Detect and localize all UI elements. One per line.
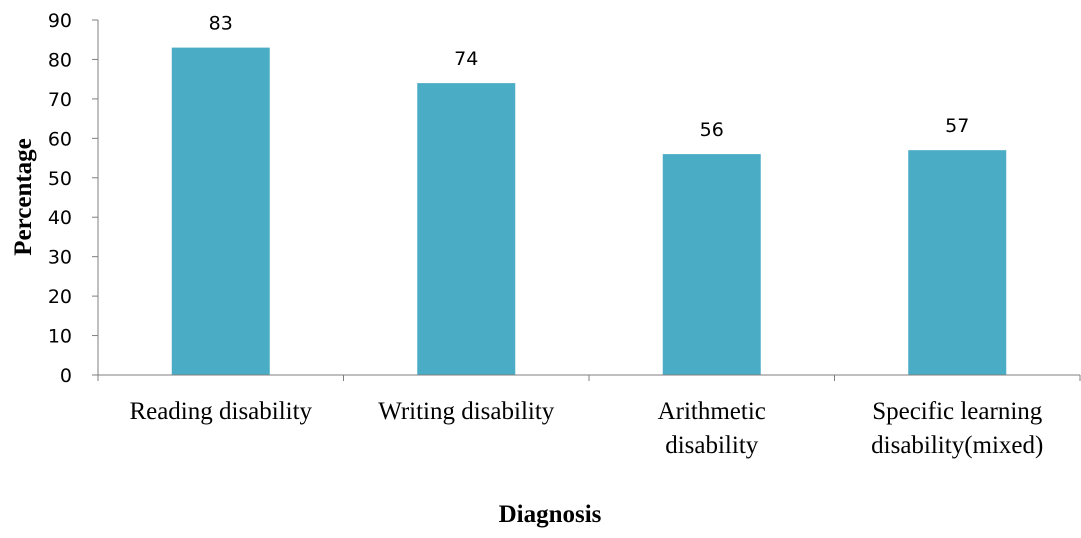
bar: [662, 154, 761, 375]
y-tick-label: 40: [48, 207, 72, 229]
y-axis-title: Percentage: [10, 138, 37, 256]
y-tick-label: 20: [48, 286, 72, 308]
data-label: 74: [454, 48, 478, 70]
data-label: 57: [945, 115, 969, 137]
y-tick-label: 50: [48, 168, 72, 190]
y-axis: 0 10 20 30 40 50 60 70 80 90: [48, 10, 99, 387]
x-category-label: Specific learning disability(mixed): [871, 398, 1043, 459]
x-category-label: Reading disability: [129, 398, 312, 425]
data-label: 56: [700, 119, 724, 141]
x-axis: Reading disability Writing disability Arit…: [97, 374, 1081, 459]
y-tick-label: 60: [48, 128, 72, 150]
bars: [171, 47, 1007, 375]
bar: [908, 150, 1007, 375]
data-label: 83: [209, 13, 233, 35]
x-axis-title: Diagnosis: [499, 501, 602, 528]
bar: [417, 83, 516, 375]
y-tick-label: 30: [48, 247, 72, 269]
bar: [171, 47, 270, 375]
y-tick-label: 10: [48, 326, 72, 348]
x-category-label: Writing disability: [378, 398, 555, 425]
x-category-label: Arithmetic disability: [658, 398, 766, 459]
y-tick-label: 80: [48, 49, 72, 71]
y-tick-label: 90: [48, 10, 72, 32]
data-labels: 83 74 56 57: [209, 13, 970, 142]
y-tick-label: 70: [48, 89, 72, 111]
y-tick-label: 0: [60, 365, 72, 387]
